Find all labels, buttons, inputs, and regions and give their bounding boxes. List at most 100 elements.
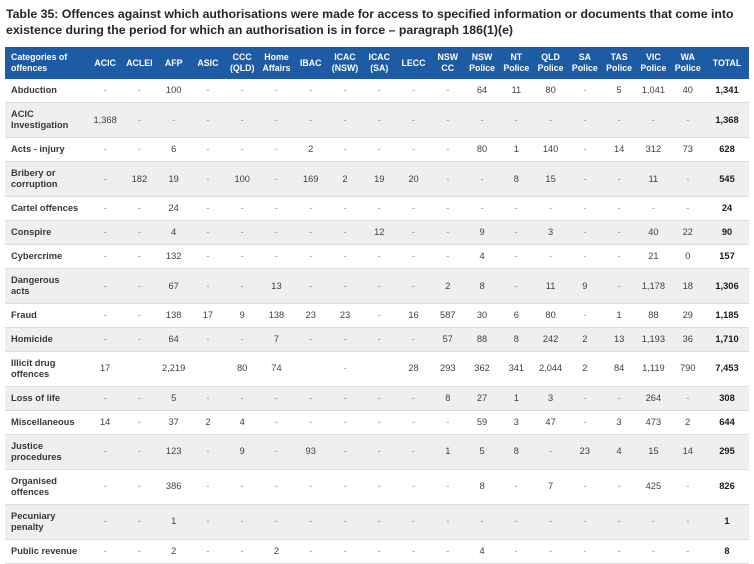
value-cell: 1,041 [636,79,671,104]
value-cell: - [225,79,260,104]
value-cell: 29 [670,303,705,329]
total-cell: 90 [705,220,749,246]
value-cell: 23 [327,303,363,329]
value-cell: 138 [156,303,191,329]
value-cell: - [396,410,431,435]
column-header: NT Police [499,47,534,80]
value-cell: - [327,386,363,411]
value-cell: 27 [464,386,500,411]
value-cell: 40 [670,79,705,104]
value-cell: - [362,469,397,505]
table-row: ACIC Investigation 1,368- - - - - - - - - - - - - - - - -… [5,102,749,139]
value-cell: 100 [156,79,191,104]
value-cell: - [122,102,157,139]
value-cell: - [430,469,465,505]
value-cell: - [225,220,260,246]
value-cell: 80 [533,303,568,329]
value-cell: 8 [464,268,500,305]
value-cell: - [362,410,397,435]
value-cell: - [225,137,260,163]
value-cell: - [122,504,157,540]
value-cell: 84 [601,351,637,387]
value-cell: - [499,220,534,246]
value-cell: - [122,327,157,352]
value-cell: 2 [670,410,705,435]
table-row: Homicide - -64- -7- - - -57 88 8 242 2 13 1,193 36 1,7… [5,327,749,352]
value-cell: 425 [636,469,671,505]
value-cell: - [225,327,260,352]
table-row: Loss of life - -5- - - - - - -8 27 1 3- -264-308 [5,386,749,411]
value-cell: 5 [156,386,191,411]
value-cell: - [567,161,602,198]
value-cell: - [259,196,294,222]
value-cell: - [601,102,637,139]
value-cell: 22 [670,220,705,246]
value-cell: 473 [636,410,671,435]
value-cell: 1 [499,386,534,411]
value-cell: - [190,268,226,305]
value-cell: 1 [601,303,637,329]
value-cell: - [499,469,534,505]
value-cell: - [362,102,397,139]
value-cell: - [225,268,260,305]
value-cell: 0 [670,244,705,270]
value-cell: - [259,410,294,435]
value-cell: - [190,434,226,470]
value-cell: - [88,268,123,305]
value-cell: - [327,79,363,104]
value-cell: 13 [601,327,637,352]
value-cell: 24 [156,196,191,222]
total-cell: 308 [705,386,749,411]
value-cell: 8 [499,327,534,352]
value-cell: - [499,539,534,564]
value-cell: 11 [499,79,534,104]
value-cell: - [362,386,397,411]
value-cell: - [396,220,431,246]
value-cell: 16 [396,303,431,329]
column-header: AFP [156,47,191,80]
value-cell: - [601,268,637,305]
category-cell: Conspire [5,220,88,246]
value-cell: - [567,244,602,270]
value-cell: 2 [156,539,191,564]
value-cell: - [464,196,500,222]
category-cell: ACIC Investigation [5,102,88,139]
value-cell: 74 [259,351,294,387]
value-cell: - [533,196,568,222]
value-cell: - [88,220,123,246]
value-cell: - [533,434,568,470]
value-cell: - [670,539,705,564]
value-cell: 19 [156,161,191,198]
table-header: Categories of offences ACIC ACLEI AFP ASIC CC… [5,47,749,80]
value-cell: 2,044 [533,351,568,387]
value-cell: 4 [225,410,260,435]
value-cell: 6 [156,137,191,163]
value-cell: 4 [464,539,500,564]
value-cell: - [396,469,431,505]
value-cell: - [396,386,431,411]
value-cell: 64 [156,327,191,352]
value-cell: 169 [293,161,328,198]
table-row: Public revenue - -2- -2- - - - -4- - - - - -8 [5,539,749,564]
value-cell: 14 [88,410,123,435]
value-cell: - [567,469,602,505]
value-cell: - [636,539,671,564]
value-cell: - [327,220,363,246]
value-cell: - [636,102,671,139]
value-cell: 73 [670,137,705,163]
value-cell: - [499,196,534,222]
value-cell: - [396,268,431,305]
value-cell: 59 [464,410,500,435]
value-cell: 138 [259,303,294,329]
value-cell: - [88,303,123,329]
column-header: LECC [396,47,431,80]
value-cell: - [499,268,534,305]
table-row: Abduction - -100- - - - - - - -64 11 80-5 1,041 40 1,3… [5,79,749,104]
value-cell: - [636,196,671,222]
value-cell: - [670,469,705,505]
value-cell: 2 [430,268,465,305]
total-cell: 1 [705,504,749,540]
value-cell: - [567,137,602,163]
value-cell: - [122,386,157,411]
value-cell: - [396,539,431,564]
